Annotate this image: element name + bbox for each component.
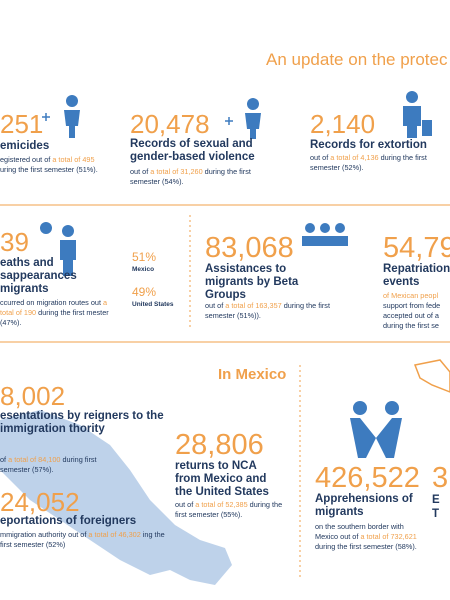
stat-label: esentations by reigners to the immigrati… — [0, 410, 164, 435]
note-highlight: a total of 52,385 — [195, 500, 248, 509]
note-text: during the first semester (51%)). — [205, 301, 330, 320]
stat-number: 3 — [432, 462, 449, 494]
map — [0, 410, 232, 585]
split-value: 49% — [132, 285, 157, 299]
stat-label: E — [432, 494, 440, 506]
stat-note: on the southern border with Mexico out o… — [315, 522, 420, 552]
stat-label: Records of sexual and gender-based viole… — [130, 138, 255, 163]
header-title: An update on the protec — [266, 50, 448, 69]
stat-label: Records for extortion — [310, 139, 427, 151]
note-text: during the first semester (58%). — [315, 542, 417, 551]
stat-note: mmigration authority out of a total of 4… — [0, 530, 175, 550]
stat-label: Repatriation events — [383, 263, 450, 288]
note-highlight: a total of 732,621 — [360, 532, 417, 541]
stat-number: 251 — [0, 109, 44, 139]
stat-label: T — [432, 508, 440, 520]
stat-number: 24,052 — [0, 487, 80, 517]
split-label: United States — [132, 301, 174, 308]
stat-note: out of a total of 52,385 during the firs… — [175, 500, 290, 520]
note-text: during the first semester (55%). — [175, 500, 283, 519]
note-text: during the first mester (47%). — [0, 308, 109, 327]
note-line: accepted out of a — [383, 311, 439, 320]
stat-number: 8,002 — [0, 381, 66, 411]
stat-note: out of a total of 31,260 during the firs… — [130, 167, 280, 187]
note-line: support from fede — [383, 301, 441, 310]
note-text: egistered out of — [0, 155, 53, 164]
stat-label: Apprehensions of migrants — [315, 493, 413, 518]
stat-number: 39 — [0, 227, 29, 257]
note-text: during first semester (57%). — [0, 455, 97, 474]
stat-label: eaths and sappearances migrants — [0, 257, 77, 295]
stat-note: of a total of 84,100 during first semest… — [0, 455, 110, 475]
note-text: during the first semester (54%). — [130, 167, 251, 186]
note-text: on the southern border with Mexico out o… — [315, 522, 404, 541]
stat-label: eportations of foreigners — [0, 515, 137, 527]
map-outline — [413, 359, 450, 393]
stat-number: 2,140 — [310, 109, 376, 139]
note-text: mmigration authority out of — [0, 530, 89, 539]
stat-label: returns to NCA from Mexico and the Unite… — [175, 460, 269, 498]
note-highlight: a total of 84,100 — [8, 455, 61, 464]
note-line: during the first se — [383, 321, 439, 330]
note-text: out of — [175, 500, 196, 509]
note-highlight: a total of 4,136 — [330, 153, 379, 162]
stat-number: 20,478 — [130, 109, 210, 139]
stat-number: 83,068 — [205, 232, 294, 264]
note-text: ccurred on migration routes out — [0, 298, 104, 307]
section-title: In Mexico — [218, 366, 287, 383]
icon-burst — [42, 113, 233, 125]
note-text: of — [0, 455, 9, 464]
stat-number: 28,806 — [175, 429, 264, 461]
stat-note: egistered out of a total of 495 uring th… — [0, 155, 110, 175]
note-line: of Mexican peopl — [383, 291, 439, 300]
note-highlight: a total of 31,260 — [150, 167, 203, 176]
note-text: uring the first semester (51%). — [0, 165, 98, 174]
note-text: out of — [205, 301, 226, 310]
note-text: out of — [130, 167, 151, 176]
stat-note: ccurred on migration routes out a total … — [0, 298, 115, 328]
note-highlight: a total of 495 — [52, 155, 95, 164]
stat-label: emicides — [0, 140, 50, 152]
note-highlight: a total of 190 — [0, 298, 108, 317]
split-label: Mexico — [132, 266, 155, 273]
note-text: ing the first semester (52%) — [0, 530, 165, 549]
stat-number: 54,79 — [383, 232, 450, 264]
stat-note: out of a total of 4,136 during the first… — [310, 153, 435, 173]
split-value: 51% — [132, 250, 157, 264]
stat-note: out of a total of 163,357 during the fir… — [205, 301, 340, 321]
note-text: out of — [310, 153, 331, 162]
stat-number: 426,522 — [315, 462, 420, 494]
note-highlight: a total of 46,302 — [88, 530, 141, 539]
note-highlight: a total of 163,357 — [225, 301, 282, 310]
note-text: during the first semester (52%). — [310, 153, 427, 172]
stat-label: Assistances to migrants by Beta Groups — [205, 263, 299, 301]
icon-person — [40, 91, 432, 458]
